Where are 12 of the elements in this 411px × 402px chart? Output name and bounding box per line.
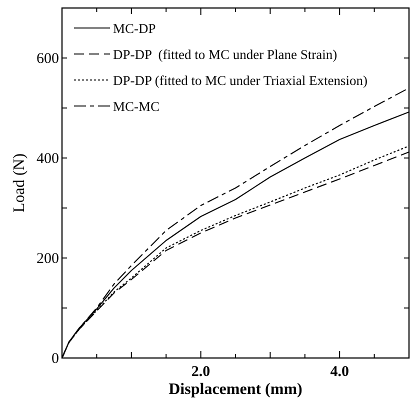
legend-label: DP-DP (fitted to MC under Plane Strain)	[113, 47, 338, 62]
y-axis-title: Load (N)	[11, 153, 28, 213]
legend-label: DP-DP (fitted to MC under Triaxial Extension)	[113, 73, 368, 88]
x-axis-title: Displacement (mm)	[168, 381, 302, 398]
y-tick-label: 400	[36, 151, 59, 167]
legend-label: MC-DP	[113, 21, 156, 36]
y-tick-label: 200	[36, 251, 59, 267]
y-tick-label: 600	[36, 51, 59, 67]
x-tick-label: 2.0	[191, 364, 210, 380]
y-tick-label: 0	[52, 351, 59, 367]
legend-label: MC-MC	[113, 99, 160, 114]
x-tick-label: 4.0	[330, 364, 349, 380]
